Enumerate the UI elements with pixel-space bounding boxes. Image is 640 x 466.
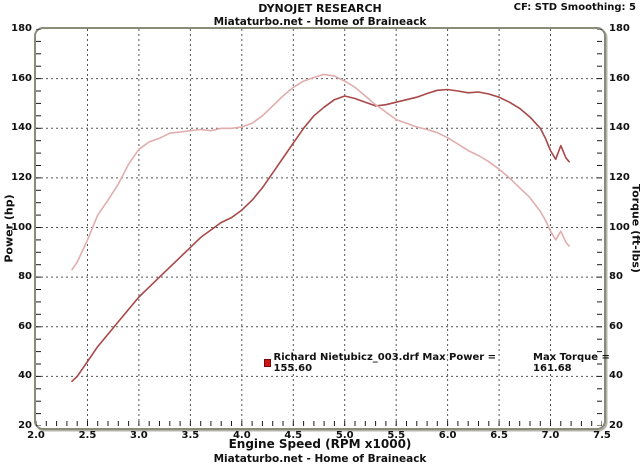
y-axis-tick-label-left: 80	[18, 271, 32, 283]
legend-run-marker-icon	[264, 359, 271, 367]
legend: Richard Nietubicz_003.drf Max Power = 15…	[264, 352, 640, 374]
power-curve	[71, 88, 570, 383]
y-axis-tick-label-left: 160	[11, 72, 32, 84]
left-axis-title: Power (hp)	[2, 194, 16, 263]
y-axis-tick-label-right: 80	[609, 271, 623, 283]
y-axis-tick-label-right: 160	[609, 72, 630, 84]
y-axis-tick-label-left: 20	[18, 420, 32, 431]
x-axis-tick-label: 5.5	[387, 430, 406, 441]
footer-branding: Miataturbo.net - Home of Braineack	[213, 453, 427, 465]
page-subtitle: Miataturbo.net - Home of Braineack	[213, 16, 427, 28]
x-axis-tick-label: 2.5	[78, 430, 97, 441]
torque-curve	[71, 73, 570, 271]
x-axis-tick-label: 2.0	[27, 430, 45, 441]
x-axis-tick-label: 3.5	[181, 430, 200, 441]
y-axis-tick-label-left: 140	[11, 122, 32, 134]
x-axis-tick-label: 4.5	[284, 430, 303, 441]
y-axis-tick-label-left: 180	[11, 23, 32, 34]
legend-max-torque: Max Torque = 161.68	[533, 352, 610, 374]
y-axis-tick-label-left: 40	[18, 370, 32, 382]
x-axis-tick-label: 6.5	[490, 430, 508, 441]
x-axis-tick-label: 7.5	[593, 430, 611, 441]
right-axis-title: Torque (ft-lbs)	[629, 184, 640, 273]
plot-frame	[34, 27, 606, 430]
x-axis-tick-label: 6.0	[438, 430, 457, 441]
x-axis-tick-label: 4.0	[232, 430, 251, 441]
y-axis-tick-label-right: 120	[609, 171, 630, 183]
correction-smoothing-settings: CF: STD Smoothing: 5	[513, 2, 636, 13]
y-axis-tick-label-right: 40	[609, 370, 623, 382]
dyno-chart	[36, 29, 602, 426]
y-axis-tick-label-right: 20	[609, 420, 623, 431]
legend-run-max-power: Richard Nietubicz_003.drf Max Power = 15…	[273, 352, 497, 374]
y-axis-tick-label-right: 60	[609, 320, 623, 332]
y-axis-tick-label-left: 60	[18, 320, 32, 332]
y-axis-tick-label-left: 100	[11, 221, 32, 233]
y-axis-tick-label-left: 120	[11, 171, 32, 183]
x-axis-tick-label: 5.0	[335, 430, 354, 441]
y-axis-tick-label-right: 140	[609, 122, 630, 134]
y-axis-tick-label-right: 100	[609, 221, 630, 233]
x-axis-title: Engine Speed (RPM x1000)	[228, 437, 412, 451]
x-axis-tick-label: 3.0	[130, 430, 148, 441]
y-axis-tick-label-right: 180	[609, 23, 630, 34]
x-axis-tick-label: 7.0	[541, 430, 560, 441]
page-title: DYNOJET RESEARCH	[258, 2, 382, 15]
